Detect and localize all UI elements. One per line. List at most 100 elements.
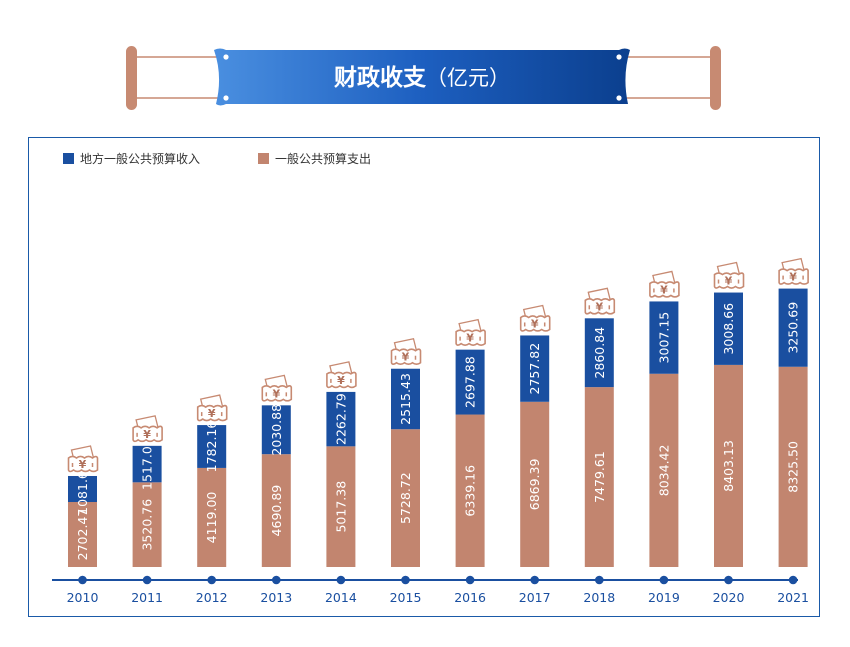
- yen-ticket-icon: ¥: [649, 270, 680, 298]
- bars-group: 2702.471081.69¥3520.761517.07¥4119.00178…: [67, 257, 809, 567]
- label-expenditure-2021: 8325.50: [786, 441, 801, 493]
- label-income-2012: 1782.16: [204, 421, 219, 473]
- label-income-2019: 3007.15: [656, 312, 671, 364]
- bar-chart: 地方一般公共预算收入 一般公共预算支出 2702.471081.69¥3520.…: [52, 151, 809, 605]
- x-tick-label-2021: 2021: [777, 590, 809, 605]
- label-income-2021: 3250.69: [786, 302, 801, 354]
- yen-ticket-icon: ¥: [519, 304, 551, 332]
- x-tick-label-2015: 2015: [390, 590, 422, 605]
- x-tick-label-2020: 2020: [713, 590, 745, 605]
- banner-right-pole: [710, 46, 721, 110]
- label-expenditure-2017: 6869.39: [527, 459, 542, 511]
- x-tick-label-2018: 2018: [583, 590, 615, 605]
- yen-glyph: ¥: [725, 275, 733, 288]
- legend-label-expenditure: 一般公共预算支出: [275, 151, 371, 166]
- bar-income-2020: [714, 292, 743, 365]
- legend-swatch-income: [63, 153, 74, 164]
- axis-dot-2019: [659, 575, 669, 585]
- bar-income-2013: [261, 405, 291, 455]
- yen-glyph: ¥: [789, 271, 797, 284]
- yen-ticket-icon: ¥: [67, 445, 99, 473]
- legend: 地方一般公共预算收入 一般公共预算支出: [63, 151, 371, 166]
- bar-expenditure-2015: [391, 429, 420, 567]
- axis-dot-2014: [336, 575, 346, 585]
- legend-swatch-expenditure: [258, 153, 269, 164]
- yen-glyph: ¥: [660, 283, 668, 296]
- label-income-2016: 2697.88: [463, 356, 478, 408]
- label-expenditure-2014: 5017.38: [333, 481, 348, 533]
- chart-frame: [28, 137, 820, 617]
- bar-expenditure-2013: [261, 454, 291, 567]
- yen-glyph: ¥: [466, 332, 474, 345]
- yen-ticket-icon: ¥: [390, 337, 422, 366]
- yen-glyph: ¥: [337, 374, 345, 387]
- yen-glyph: ¥: [79, 458, 87, 471]
- yen-ticket-icon: ¥: [713, 261, 745, 289]
- banner-ribbon: [214, 48, 630, 106]
- label-expenditure-2015: 5728.72: [398, 472, 413, 524]
- yen-ticket-icon: ¥: [196, 394, 228, 422]
- bar-income-2019: [649, 301, 679, 374]
- yen-ticket-icon: ¥: [326, 361, 357, 389]
- x-tick-label-2013: 2013: [260, 590, 292, 605]
- label-expenditure-2011: 3520.76: [140, 499, 155, 551]
- svg-text:财政收支（亿元）: 财政收支（亿元）: [334, 64, 510, 91]
- chart-title-unit: （亿元）: [426, 66, 510, 90]
- legend-label-income: 地方一般公共预算收入: [80, 151, 200, 166]
- label-expenditure-2010: 2702.47: [75, 509, 90, 561]
- bar-income-2011: [132, 445, 162, 483]
- yen-ticket-icon: ¥: [455, 318, 486, 346]
- bar-expenditure-2010: [68, 502, 97, 567]
- bar-income-2021: [778, 288, 808, 367]
- banner-left-pole: [126, 46, 137, 110]
- bar-expenditure-2017: [520, 401, 550, 567]
- bar-expenditure-2020: [714, 364, 743, 567]
- yen-glyph: ¥: [143, 428, 151, 441]
- bar-income-2010: [68, 475, 97, 503]
- bar-income-2016: [455, 349, 485, 415]
- bar-income-2018: [584, 318, 614, 388]
- yen-glyph: ¥: [402, 351, 410, 364]
- x-tick-label-2017: 2017: [519, 590, 551, 605]
- x-axis: 2010 2011 2012 2013 2014 2015 2016 2017 2018 2019…: [52, 575, 809, 605]
- bar-expenditure-2011: [132, 482, 162, 567]
- bar-expenditure-2012: [197, 467, 227, 567]
- yen-ticket-icon: ¥: [584, 287, 616, 315]
- label-income-2018: 2860.84: [592, 327, 607, 379]
- label-expenditure-2018: 7479.61: [592, 451, 607, 503]
- axis-dot-2020: [724, 575, 733, 585]
- x-tick-label-2014: 2014: [325, 590, 357, 605]
- label-income-2010: 1081.69: [75, 463, 90, 515]
- bar-expenditure-2021: [778, 366, 808, 567]
- yen-ticket-icon: ¥: [778, 257, 809, 285]
- axis-dot-2010: [78, 575, 87, 585]
- bar-expenditure-2016: [455, 414, 485, 567]
- label-expenditure-2013: 4690.89: [269, 485, 284, 537]
- yen-glyph: ¥: [595, 300, 603, 313]
- label-expenditure-2020: 8403.13: [721, 440, 736, 492]
- x-tick-label-2010: 2010: [67, 590, 99, 605]
- label-expenditure-2012: 4119.00: [204, 492, 219, 544]
- bar-income-2012: [197, 425, 227, 468]
- label-income-2015: 2515.43: [398, 373, 413, 425]
- yen-ticket-icon: ¥: [132, 415, 163, 443]
- bar-income-2015: [391, 368, 420, 430]
- x-tick-label-2012: 2012: [196, 590, 228, 605]
- axis-dot-2015: [401, 575, 410, 585]
- yen-glyph: ¥: [531, 317, 539, 330]
- label-income-2014: 2262.79: [333, 393, 348, 445]
- label-income-2017: 2757.82: [527, 343, 542, 395]
- axis-dot-2013: [272, 575, 281, 585]
- x-tick-label-2016: 2016: [454, 590, 486, 605]
- bar-expenditure-2014: [326, 446, 356, 567]
- axis-dot-2017: [530, 575, 539, 585]
- title-banner: 财政收支（亿元）: [126, 46, 721, 110]
- bar-expenditure-2018: [584, 387, 614, 567]
- axis-dot-2011: [142, 575, 152, 585]
- label-income-2020: 3008.66: [721, 303, 736, 355]
- chart-title: 财政收支: [334, 64, 427, 91]
- axis-dot-2012: [207, 575, 216, 585]
- label-income-2011: 1517.07: [140, 438, 155, 490]
- x-tick-label-2019: 2019: [648, 590, 680, 605]
- yen-glyph: ¥: [272, 387, 280, 400]
